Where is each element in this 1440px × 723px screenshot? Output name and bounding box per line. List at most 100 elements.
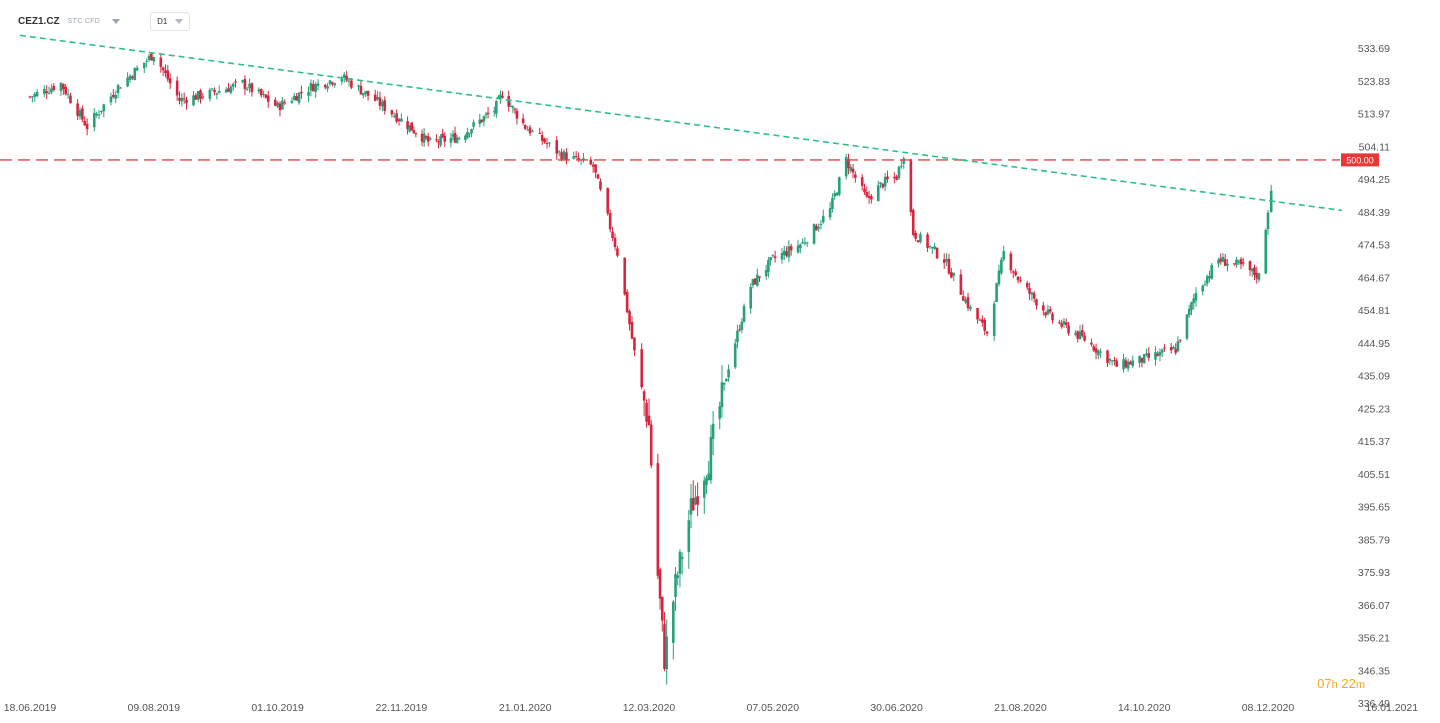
candle-body: [142, 62, 146, 69]
candle-body: [611, 231, 614, 238]
candle-body: [164, 70, 167, 74]
candle-body: [900, 165, 903, 167]
candle-body: [1203, 284, 1207, 286]
chart-header: CEZ1.CZ STC CFD D1: [18, 12, 191, 31]
candle-body: [1255, 272, 1259, 279]
candle-body: [1062, 321, 1066, 325]
x-tick-label: 01.10.2019: [251, 702, 304, 714]
candle-body: [422, 133, 426, 143]
candle-body: [640, 349, 644, 388]
candle-body: [738, 329, 741, 331]
candle-body: [231, 83, 235, 87]
candle-body: [897, 166, 901, 179]
candle-body: [441, 133, 444, 137]
y-tick-label: 385.79: [1358, 534, 1390, 546]
candle-body: [451, 134, 455, 137]
candle-body: [309, 83, 313, 91]
candle-body: [1078, 331, 1082, 339]
candle-body: [582, 158, 585, 161]
candle-body: [1115, 360, 1118, 367]
candle-body: [359, 85, 363, 95]
candle-body: [608, 212, 612, 230]
candle-body: [499, 94, 502, 98]
chevron-down-icon[interactable]: [112, 19, 121, 24]
candle-body: [942, 259, 946, 263]
candle-body: [997, 270, 1001, 285]
candle-body: [1046, 309, 1050, 315]
candle-body: [1048, 309, 1052, 312]
candle-body: [1097, 350, 1100, 356]
candle-body: [623, 257, 627, 295]
candle-body: [893, 176, 896, 178]
candle-body: [201, 96, 205, 98]
candle-body: [1185, 314, 1189, 339]
candle-body: [995, 283, 998, 302]
candle-body: [76, 103, 79, 116]
candle-body: [161, 67, 165, 71]
candle-body: [1002, 251, 1006, 260]
candle-body: [725, 378, 728, 382]
candle-body: [753, 278, 757, 285]
y-tick-label: 513.97: [1358, 109, 1390, 121]
candle-body: [1176, 341, 1180, 352]
candle-body: [128, 75, 132, 80]
candle-body: [1129, 361, 1132, 365]
candle-body: [812, 224, 816, 244]
candle-body: [959, 274, 963, 295]
candle-body: [1131, 360, 1135, 366]
candle-body: [466, 132, 469, 138]
candle-body: [865, 191, 869, 197]
candle-body: [555, 140, 559, 154]
candle-body: [828, 208, 832, 218]
symbol-name[interactable]: CEZ1.CZ: [18, 16, 60, 27]
candle-body: [642, 391, 646, 401]
candle-body: [428, 138, 432, 140]
candle-body: [863, 188, 866, 193]
candle-body: [1147, 353, 1151, 358]
x-tick-label: 16.01.2021: [1366, 702, 1419, 714]
x-tick-label: 22.11.2019: [376, 702, 428, 714]
candle-body: [1122, 358, 1125, 370]
candle-body: [801, 241, 804, 244]
x-tick-label: 14.10.2020: [1118, 702, 1171, 714]
candle-body: [1106, 350, 1109, 363]
candle-body: [596, 174, 600, 179]
candle-body: [895, 176, 898, 180]
candle-body: [150, 53, 153, 61]
chevron-down-icon: [175, 19, 184, 24]
candle-body: [453, 132, 457, 143]
candle-body: [1223, 259, 1227, 266]
y-tick-label: 464.67: [1358, 272, 1390, 284]
y-tick-label: 405.51: [1358, 469, 1390, 481]
candle-body: [227, 88, 230, 92]
candle-body: [31, 96, 34, 98]
candle-body: [215, 93, 219, 95]
candle-body: [468, 133, 471, 135]
candle-countdown: 07h 22m: [1317, 676, 1365, 691]
candle-body: [782, 250, 786, 256]
candle-body: [870, 196, 873, 200]
candle-body: [168, 78, 172, 84]
candle-body: [135, 67, 139, 71]
timeframe-select[interactable]: D1: [150, 12, 191, 31]
y-tick-label: 336.49: [1358, 698, 1390, 710]
candle-body: [509, 105, 513, 107]
y-tick-label: 375.93: [1358, 567, 1390, 579]
candle-body: [159, 57, 163, 67]
y-tick-label: 425.23: [1358, 403, 1390, 415]
candle-body: [426, 136, 430, 142]
candle-body: [213, 89, 216, 93]
candle-body: [1035, 299, 1038, 306]
candle-body: [470, 129, 473, 134]
candle-body: [1156, 353, 1160, 357]
candle-body: [1253, 267, 1256, 276]
candle-body: [326, 86, 329, 89]
candle-body: [1113, 360, 1116, 362]
candle-body: [175, 80, 179, 96]
candle-body: [295, 95, 298, 101]
candle-body: [758, 276, 761, 278]
candle-body: [705, 477, 708, 485]
candle-body: [437, 141, 440, 143]
candle-body: [166, 70, 170, 80]
